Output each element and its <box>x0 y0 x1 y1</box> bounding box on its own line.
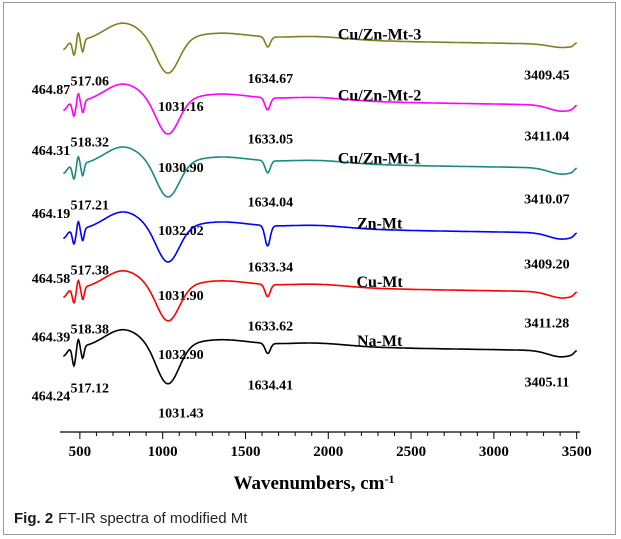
peak-label: 1634.04 <box>248 196 294 211</box>
peak-label: 1031.16 <box>158 100 204 115</box>
series-name-label: Cu/Zn-Mt-3 <box>338 26 422 43</box>
peak-label: 1031.90 <box>158 289 204 304</box>
x-tick-label: 3500 <box>562 444 592 460</box>
peak-label: 3409.45 <box>524 69 570 84</box>
series-name-label: Cu-Mt <box>357 274 404 291</box>
peak-label: 3405.11 <box>525 375 570 390</box>
series-line <box>63 83 578 135</box>
series-line <box>63 211 578 263</box>
peak-label: 1031.43 <box>158 407 204 422</box>
peak-label: 1030.90 <box>158 161 204 176</box>
x-tick-label: 1000 <box>148 444 178 460</box>
peak-label: 517.38 <box>71 264 110 279</box>
peak-label: 464.39 <box>32 331 71 346</box>
figure-caption: Fig. 2 FT-IR spectra of modified Mt <box>14 510 614 534</box>
peak-label: 518.38 <box>71 322 110 337</box>
peak-label: 464.58 <box>32 272 71 287</box>
peak-label: 464.87 <box>32 83 71 98</box>
figure-caption-text: FT-IR spectra of modified Mt <box>58 510 248 527</box>
x-tick-label: 500 <box>69 444 92 460</box>
peak-label: 3409.20 <box>524 258 570 273</box>
peak-label: 1634.41 <box>248 378 294 393</box>
series-line <box>63 328 578 385</box>
x-tick-label: 1500 <box>230 444 260 460</box>
peak-label: 517.21 <box>71 199 110 214</box>
peak-label: 1633.34 <box>248 261 294 276</box>
series-line <box>63 22 577 75</box>
series-name-label: Na-Mt <box>357 333 403 350</box>
peak-label: 517.06 <box>71 75 110 90</box>
peak-label: 3410.07 <box>524 193 570 208</box>
peak-label: 464.24 <box>32 390 71 405</box>
series-name-label: Cu/Zn-Mt-2 <box>338 87 422 104</box>
figure-number: Fig. 2 <box>14 510 54 527</box>
peak-label: 1634.67 <box>248 72 294 87</box>
peak-label: 464.19 <box>32 207 71 222</box>
peak-label: 1633.05 <box>248 133 294 148</box>
series-name-label: Cu/Zn-Mt-1 <box>338 150 422 167</box>
x-axis-label-superscript: -1 <box>384 472 394 486</box>
peak-label: 464.31 <box>32 144 71 159</box>
series-line <box>63 146 578 198</box>
peak-label: 1633.62 <box>248 320 294 335</box>
x-axis: 500 1000 1500 2000 2500 3000 3500 <box>60 431 592 460</box>
x-tick-label: 2500 <box>396 444 426 460</box>
x-tick-label: 3000 <box>479 444 509 460</box>
figure-frame: Cu/Zn-Mt-3 464.87 517.06 1031.16 1634.67 3409… <box>3 2 616 535</box>
peak-label: 517.12 <box>71 381 110 396</box>
x-tick-label: 2000 <box>313 444 343 460</box>
peak-label: 518.32 <box>71 136 110 151</box>
x-axis-label: Wavenumbers, cm-1 <box>234 472 395 494</box>
peak-label: 3411.04 <box>525 130 570 145</box>
series-name-label: Zn-Mt <box>357 215 403 232</box>
peak-label: 1032.90 <box>158 348 204 363</box>
peak-label: 3411.28 <box>525 316 570 331</box>
series-line <box>63 270 578 322</box>
